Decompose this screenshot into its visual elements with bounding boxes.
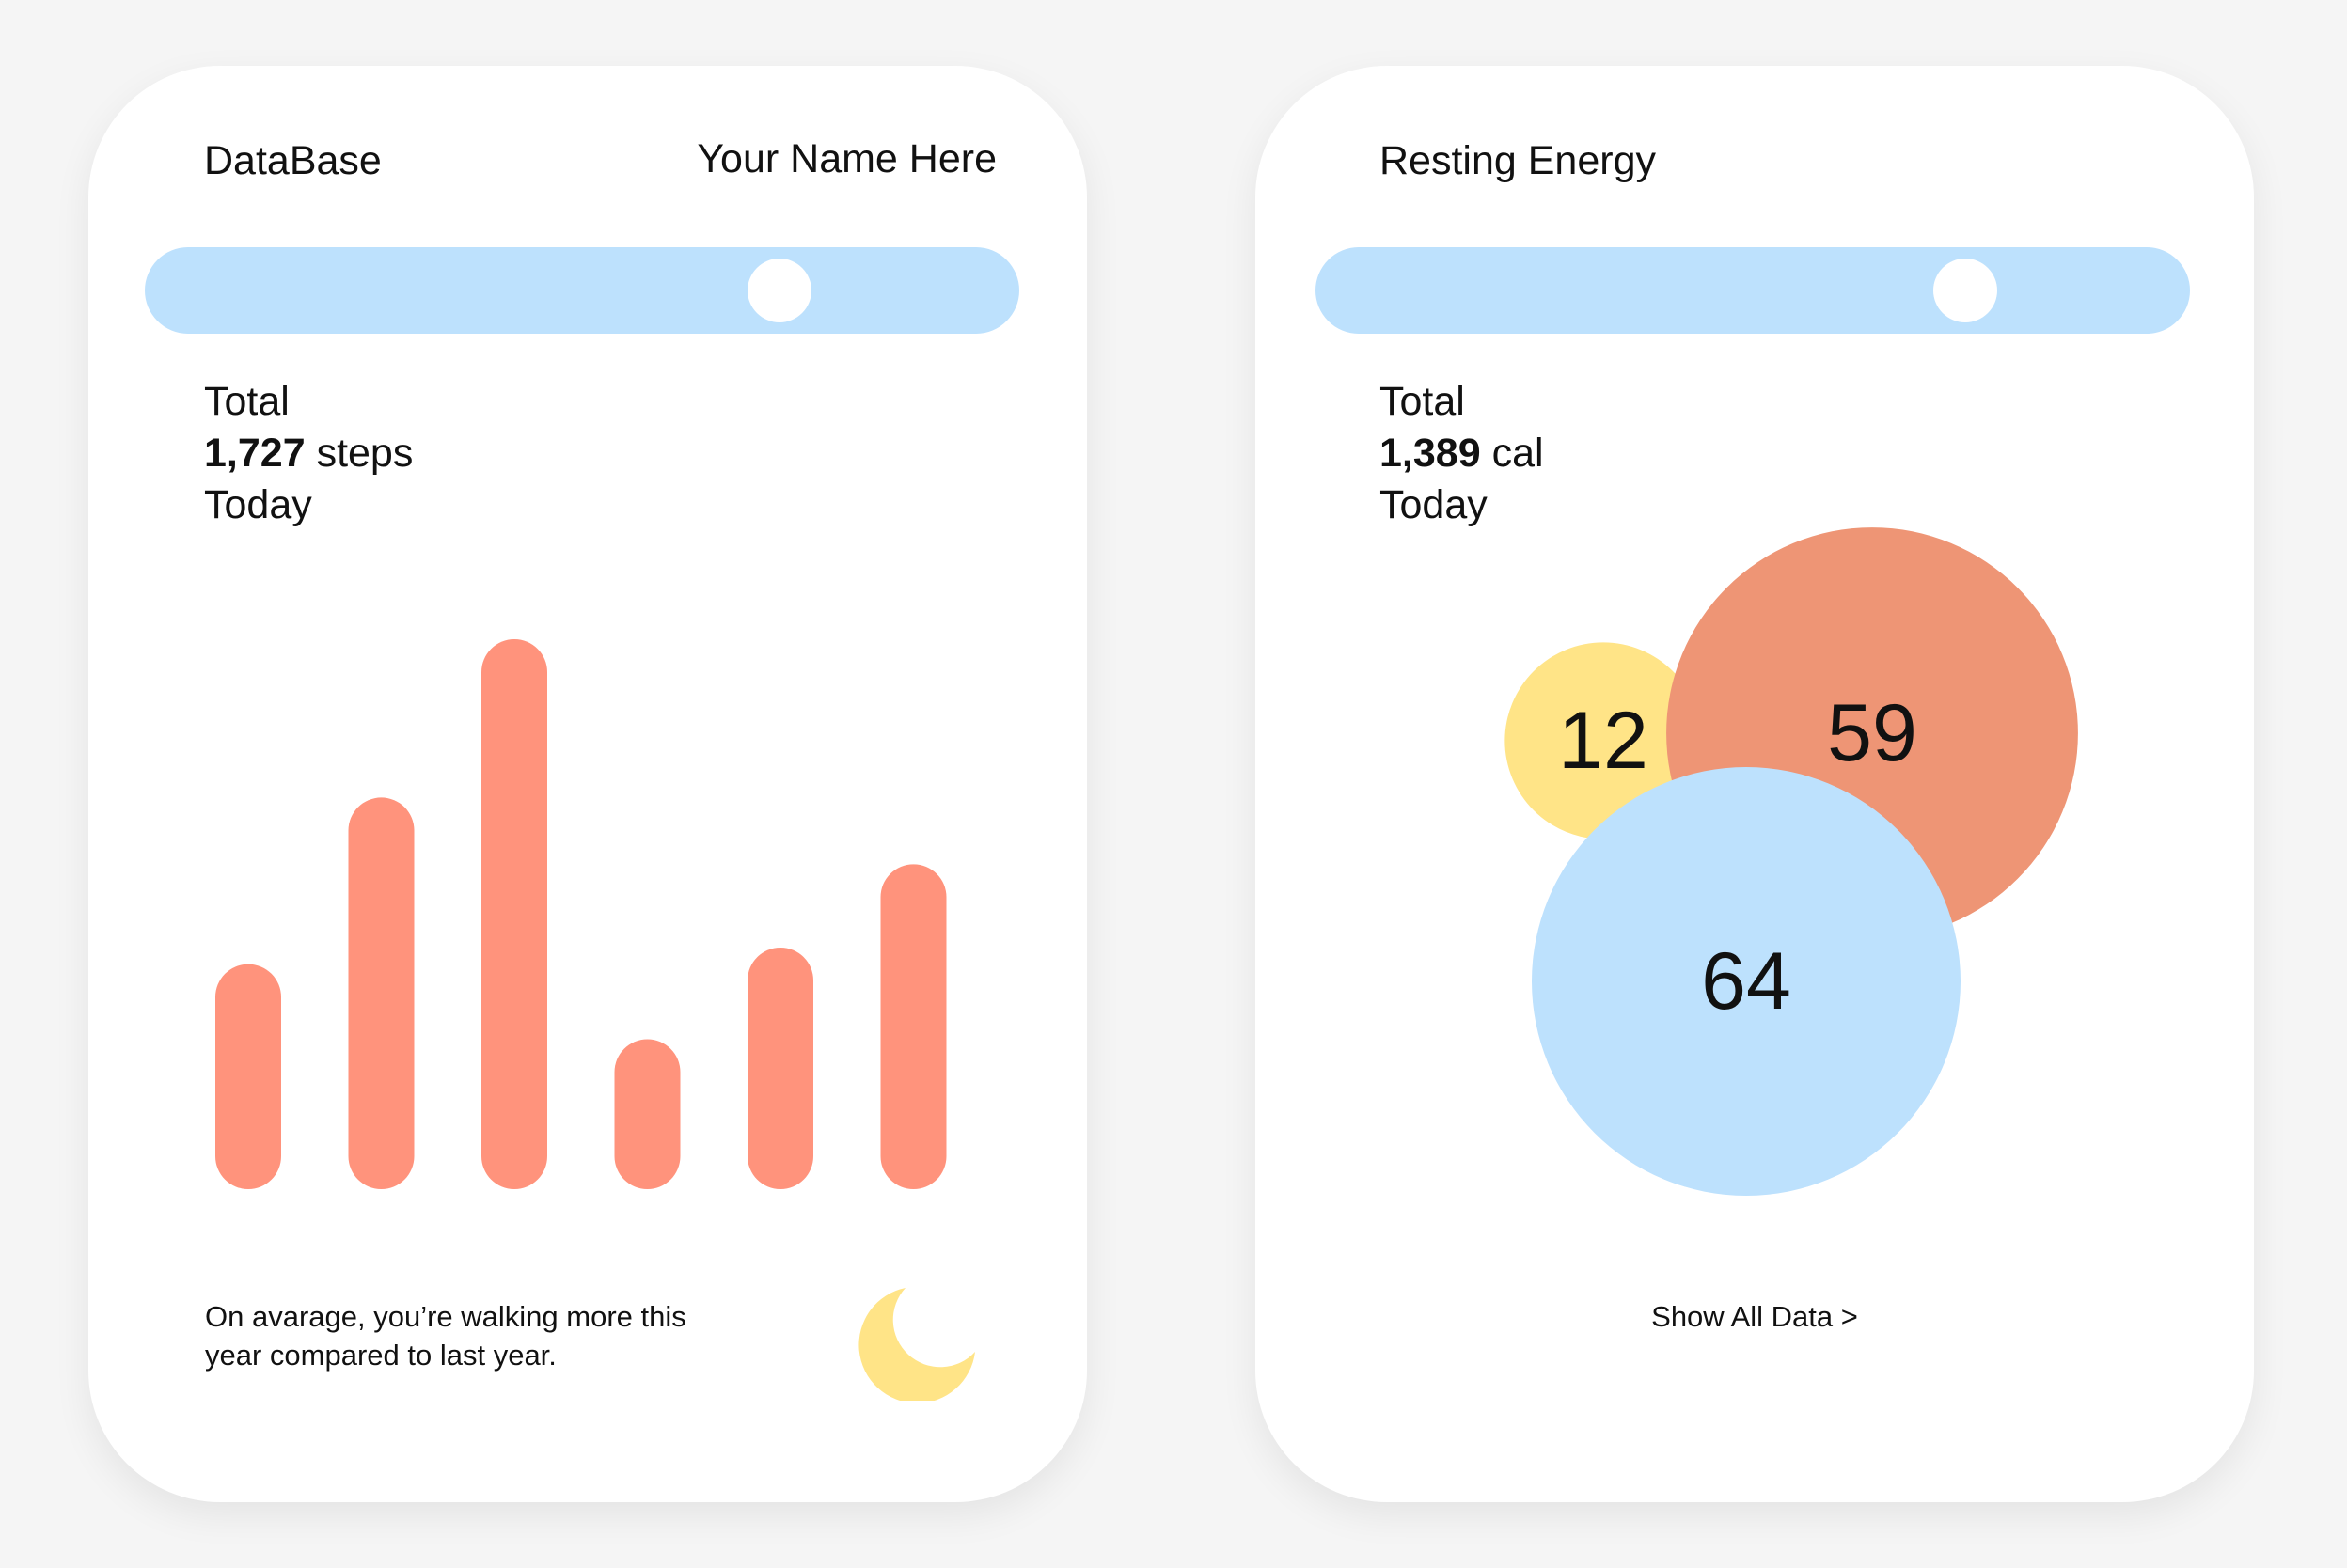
steps-bar-chart <box>215 639 947 1189</box>
steps-summary: Total 1,727 steps Today <box>204 376 413 531</box>
card-title: Resting Energy <box>1379 138 1656 183</box>
energy-summary: Total 1,389 cal Today <box>1379 376 1544 531</box>
energy-value: 1,389 <box>1379 431 1481 476</box>
energy-card: Resting Energy Total 1,389 cal Today 12 5… <box>1255 66 2254 1502</box>
card-title: DataBase <box>204 138 382 183</box>
total-label: Total <box>1379 379 1465 424</box>
steps-bar <box>481 639 547 1189</box>
bubble-label: 12 <box>1558 696 1648 786</box>
period-label: Today <box>204 482 312 527</box>
steps-bar <box>614 1039 681 1189</box>
bubble-label: 64 <box>1701 936 1791 1027</box>
energy-bubble <box>1532 767 1961 1196</box>
bubble-label: 59 <box>1827 688 1917 778</box>
moon-icon <box>858 1288 975 1401</box>
user-name[interactable]: Your Name Here <box>697 136 997 181</box>
steps-value: 1,727 <box>204 431 306 476</box>
walking-note: On avarage, you’re walking more this yea… <box>205 1300 686 1372</box>
date-slider[interactable] <box>145 247 1019 334</box>
date-slider[interactable] <box>1315 247 2190 334</box>
steps-bar <box>748 947 813 1189</box>
slider-thumb[interactable] <box>747 259 811 322</box>
energy-unit: cal <box>1491 431 1544 476</box>
steps-bar <box>215 964 281 1189</box>
steps-bar <box>880 864 947 1189</box>
steps-unit: steps <box>316 431 414 476</box>
show-all-data-link[interactable]: Show All Data > <box>1651 1300 1858 1333</box>
energy-bubble-chart: 12 59 64 <box>1504 527 2078 1196</box>
slider-thumb[interactable] <box>1933 259 1998 322</box>
steps-bar <box>348 797 415 1189</box>
total-label: Total <box>204 379 290 424</box>
moon-shape <box>858 1288 975 1401</box>
period-label: Today <box>1379 482 1488 527</box>
steps-card: DataBase Your Name Here Total 1,727 step… <box>88 66 1087 1502</box>
